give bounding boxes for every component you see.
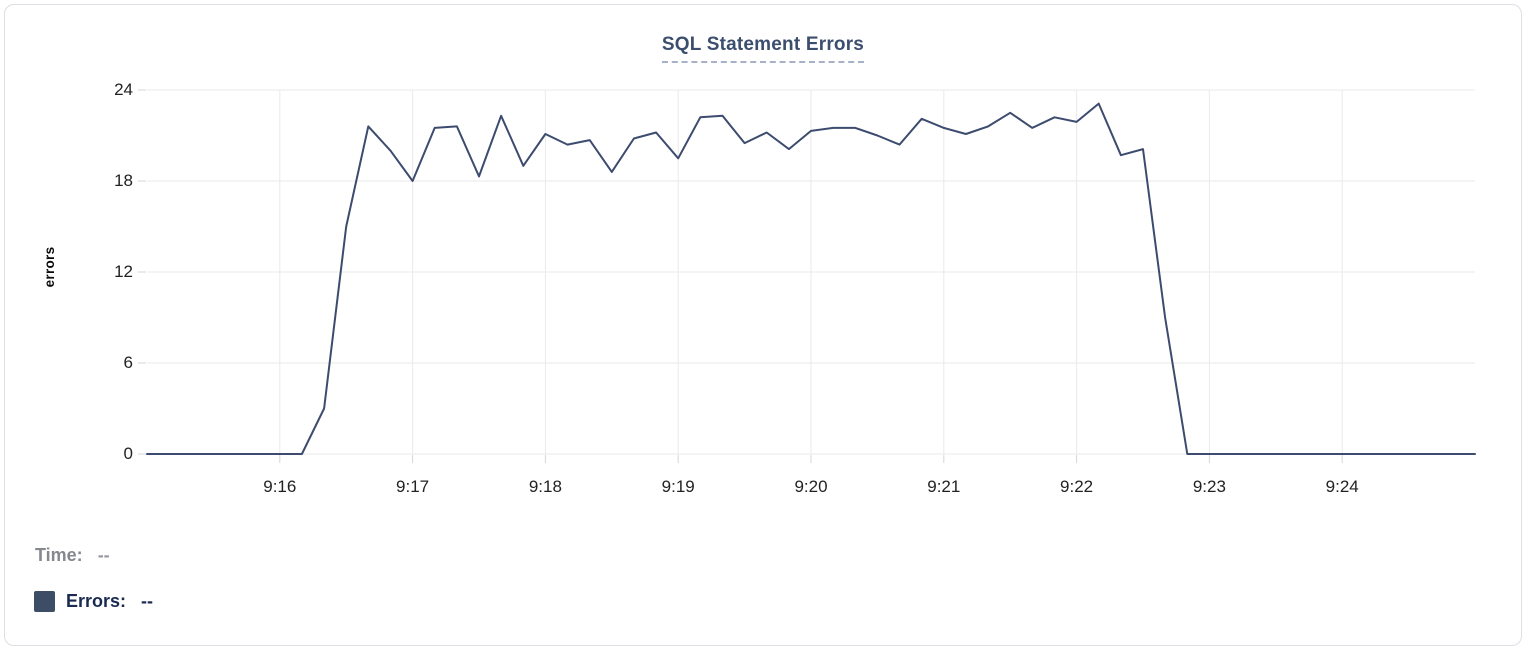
y-tick-label: 18 <box>114 171 133 190</box>
legend-errors-label: Errors: <box>66 591 127 611</box>
x-tick-label: 9:20 <box>794 477 828 496</box>
x-tick-label: 9:18 <box>528 477 562 496</box>
legend-errors-row: Errors: -- <box>34 591 153 612</box>
x-tick-label: 9:22 <box>1060 477 1094 496</box>
legend-time-row: Time: -- <box>35 545 110 566</box>
x-tick-label: 9:16 <box>263 477 297 496</box>
chart-header: SQL Statement Errors <box>5 34 1521 63</box>
x-tick-label: 9:17 <box>396 477 430 496</box>
y-tick-label: 12 <box>114 262 133 281</box>
x-tick-label: 9:24 <box>1325 477 1359 496</box>
chart-title[interactable]: SQL Statement Errors <box>661 34 865 63</box>
errors-series-line <box>146 102 1476 455</box>
errors-series-swatch <box>34 591 55 612</box>
chart-card: SQL Statement Errors 0 6 12 18 24 9:16 9:17 9:… <box>4 4 1522 646</box>
y-tick-label: 0 <box>123 444 133 463</box>
x-tick-label: 9:19 <box>661 477 695 496</box>
y-tick-label: 24 <box>114 80 133 99</box>
legend-time-label: Time: <box>35 545 83 565</box>
x-tick-label: 9:21 <box>927 477 961 496</box>
x-tick-label: 9:23 <box>1192 477 1226 496</box>
legend-time-value: -- <box>97 545 110 565</box>
y-tick-label: 6 <box>123 353 133 372</box>
chart-plot-area[interactable] <box>5 5 1522 646</box>
legend-errors-value: -- <box>141 591 154 611</box>
y-axis-title: errors <box>42 246 57 288</box>
